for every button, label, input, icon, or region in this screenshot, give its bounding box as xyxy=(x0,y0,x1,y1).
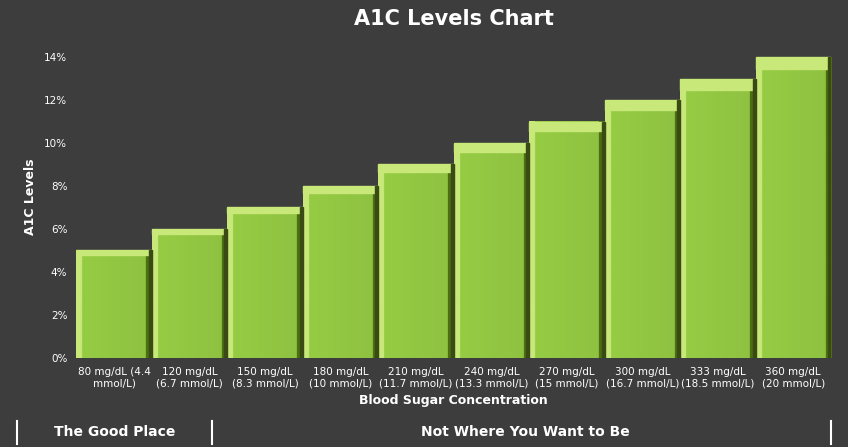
Text: The Good Place: The Good Place xyxy=(53,426,176,439)
Bar xyxy=(299,207,303,358)
Bar xyxy=(375,186,378,358)
Bar xyxy=(526,143,529,358)
Bar xyxy=(605,100,680,110)
Bar xyxy=(752,79,756,358)
Bar xyxy=(224,229,227,358)
Bar xyxy=(828,57,831,358)
Bar xyxy=(378,164,454,172)
Bar xyxy=(677,100,680,358)
Bar xyxy=(450,164,454,358)
Bar xyxy=(529,122,605,131)
Bar xyxy=(152,229,227,234)
Text: Not Where You Want to Be: Not Where You Want to Be xyxy=(421,426,630,439)
Bar xyxy=(227,207,303,213)
X-axis label: Blood Sugar Concentration: Blood Sugar Concentration xyxy=(360,394,548,407)
Y-axis label: A1C Levels: A1C Levels xyxy=(25,158,37,235)
Title: A1C Levels Chart: A1C Levels Chart xyxy=(354,8,554,29)
Bar xyxy=(76,250,152,255)
Bar xyxy=(680,79,756,90)
Bar xyxy=(601,122,605,358)
Bar xyxy=(454,143,529,152)
Bar xyxy=(148,250,152,358)
Bar xyxy=(303,186,378,193)
Bar xyxy=(756,57,831,69)
